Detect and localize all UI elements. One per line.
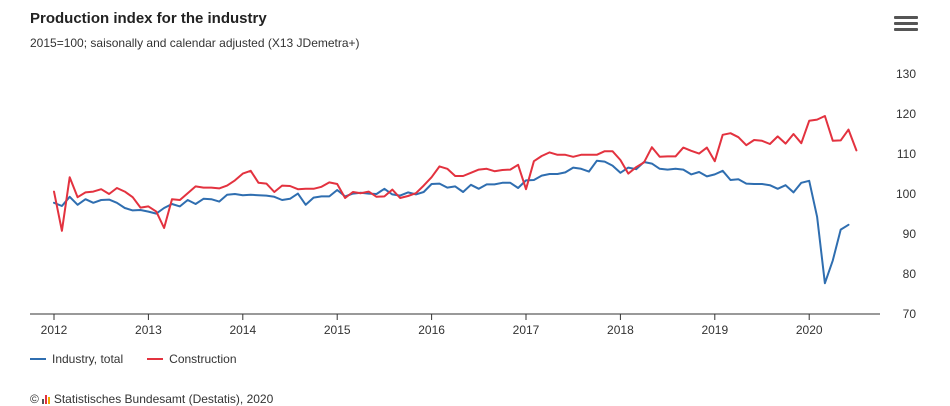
series-line-industry-total[interactable] xyxy=(53,159,850,285)
legend-item-industry[interactable]: Industry, total xyxy=(30,352,123,366)
source-credit: © Statistisches Bundesamt (Destatis), 20… xyxy=(30,392,273,406)
x-tick-label: 2020 xyxy=(796,323,823,337)
y-tick-label: 70 xyxy=(903,307,917,321)
legend-swatch-industry xyxy=(30,358,46,360)
destatis-logo-icon xyxy=(41,394,50,404)
x-tick-label: 2016 xyxy=(418,323,445,337)
y-tick-label: 110 xyxy=(897,147,916,161)
y-tick-label: 130 xyxy=(896,67,916,81)
x-tick-label: 2015 xyxy=(324,323,351,337)
legend: Industry, total Construction xyxy=(30,352,237,366)
y-tick-label: 80 xyxy=(903,267,917,281)
copyright-symbol: © xyxy=(30,392,39,406)
series-line-construction[interactable] xyxy=(53,115,858,232)
x-tick-label: 2017 xyxy=(513,323,540,337)
chart-subtitle: 2015=100; saisonally and calendar adjust… xyxy=(30,36,360,50)
source-text: Statistisches Bundesamt (Destatis), 2020 xyxy=(53,392,274,406)
legend-label-industry: Industry, total xyxy=(52,352,124,366)
y-axis: 70 80 90 100 110 120 130 xyxy=(896,67,916,321)
x-tick-label: 2019 xyxy=(701,323,728,337)
x-tick-label: 2018 xyxy=(607,323,634,337)
y-tick-label: 100 xyxy=(896,187,916,201)
x-tick-label: 2014 xyxy=(229,323,256,337)
x-tick-label: 2013 xyxy=(135,323,162,337)
x-tick-label: 2012 xyxy=(41,323,68,337)
series-layer xyxy=(53,115,858,285)
chart-title: Production index for the industry xyxy=(30,10,267,27)
x-axis: 2012 2013 2014 2015 2016 2017 2018 2019 2020 xyxy=(41,314,823,337)
y-tick-label: 90 xyxy=(903,227,917,241)
y-tick-label: 120 xyxy=(896,107,916,121)
legend-label-construction: Construction xyxy=(169,352,237,366)
hamburger-menu-icon[interactable] xyxy=(894,16,918,38)
legend-item-construction[interactable]: Construction xyxy=(147,352,237,366)
legend-swatch-construction xyxy=(147,358,164,360)
